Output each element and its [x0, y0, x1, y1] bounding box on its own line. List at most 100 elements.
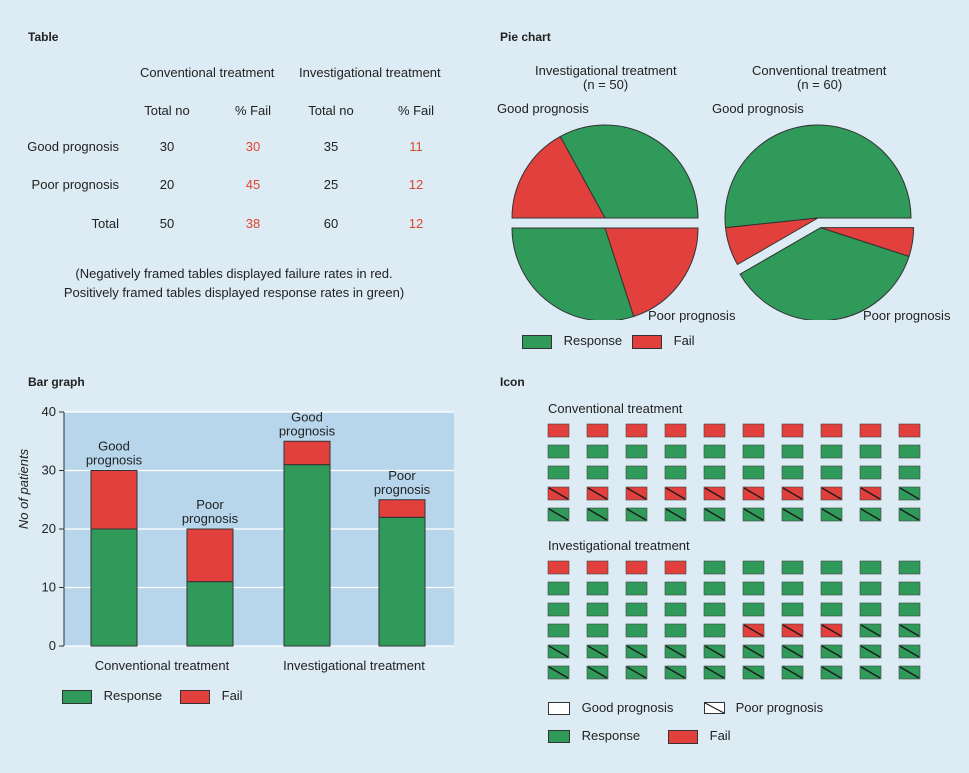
icon-cell: [703, 602, 726, 617]
bar-label: prognosis: [374, 482, 431, 497]
icon-cell: [781, 560, 804, 575]
table-cell-fail: 45: [245, 177, 261, 192]
icon-hatch: [626, 666, 647, 679]
icon-cell: [742, 465, 765, 480]
icon-cell: [742, 602, 765, 617]
bar-label: Good: [98, 439, 130, 454]
pie-right-title: Conventional treatment: [752, 63, 887, 78]
icon-cell: [898, 423, 921, 438]
table-cell-fail: 38: [245, 216, 261, 231]
icon-cell: [664, 444, 687, 459]
table-cell-fail: 12: [408, 216, 424, 231]
icon-cell: [547, 581, 570, 596]
icon-cell: [547, 560, 570, 575]
pie-slice: [724, 124, 912, 229]
icon-hatch: [587, 487, 608, 500]
icon-hatch: [899, 645, 920, 658]
bar-response: [90, 528, 138, 647]
icon-hatch: [860, 624, 881, 637]
icon-cell: [547, 465, 570, 480]
legend-swatch-good: [548, 702, 570, 716]
bar-response: [186, 581, 234, 647]
table-col-header: Total no: [308, 103, 354, 118]
pie-heading: Pie chart: [500, 30, 551, 44]
icon-cell: [781, 444, 804, 459]
table-row-label: Total: [91, 216, 119, 231]
y-tick-label: 0: [49, 638, 56, 653]
icon-cell: [547, 444, 570, 459]
table-col-header: Total no: [144, 103, 190, 118]
icon-cell: [859, 423, 882, 438]
legend-swatch-fail: [668, 729, 698, 744]
icon-cell: [781, 423, 804, 438]
icon-cell: [859, 560, 882, 575]
icon-cell: [742, 444, 765, 459]
table-cell: 35: [323, 139, 339, 154]
legend-label: Response: [103, 688, 163, 703]
icon-hatch: [743, 666, 764, 679]
icon-cell: [859, 602, 882, 617]
legend-label: Fail: [709, 728, 731, 743]
icon-legend-poor: Poor prognosis: [704, 700, 823, 715]
icon-hatch: [548, 487, 569, 500]
legend-swatch-poor: [704, 702, 725, 715]
pie-slice: [604, 227, 699, 318]
legend-label: Response: [581, 728, 641, 743]
icon-cell: [820, 423, 843, 438]
icon-cell: [898, 444, 921, 459]
legend-swatch-fail: [632, 334, 662, 349]
icon-cell: [898, 465, 921, 480]
icon-cell: [859, 444, 882, 459]
icon-cell: [664, 602, 687, 617]
icon-cell: [859, 465, 882, 480]
icon-cell: [625, 423, 648, 438]
table-cell: 60: [323, 216, 339, 231]
icon-cell: [742, 560, 765, 575]
legend-swatch-fail: [180, 689, 210, 704]
icon-cell: [820, 602, 843, 617]
icon-hatch: [665, 487, 686, 500]
table-col-header: % Fail: [234, 103, 272, 118]
y-axis-label: No of patients: [16, 448, 31, 529]
bar-label: prognosis: [182, 511, 239, 526]
x-group-label: Investigational treatment: [283, 658, 425, 673]
icon-inv-title: Investigational treatment: [548, 538, 690, 553]
icon-conv-title: Conventional treatment: [548, 401, 683, 416]
table-group-header-conventional: Conventional treatment: [140, 65, 275, 80]
icon-cell: [703, 581, 726, 596]
icon-hatch: [704, 645, 725, 658]
pie-left-good-label: Good prognosis: [497, 101, 589, 116]
icon-cell: [820, 444, 843, 459]
bar-response: [283, 464, 331, 647]
icon-cell: [664, 560, 687, 575]
icon-cell: [625, 465, 648, 480]
pie-slice: [559, 124, 699, 219]
icon-hatch: [704, 487, 725, 500]
icon-hatch: [704, 666, 725, 679]
icon-hatch: [587, 666, 608, 679]
icon-hatch: [821, 508, 842, 521]
icon-hatch: [782, 666, 803, 679]
table-heading: Table: [28, 30, 59, 44]
icon-cell: [781, 602, 804, 617]
icon-cell: [625, 623, 648, 638]
icon-cell: [859, 581, 882, 596]
icon-hatch: [860, 487, 881, 500]
legend-swatch-response: [522, 334, 552, 349]
legend-label: Fail: [221, 688, 243, 703]
pie-right-good-label: Good prognosis: [712, 101, 804, 116]
icon-hatch: [821, 645, 842, 658]
pie-legend-response: Response: [522, 333, 622, 349]
pie-chart-svg: [511, 124, 915, 320]
y-tick-label: 40: [42, 404, 56, 419]
bar-legend-response: Response: [62, 688, 162, 704]
icon-legend-fail: Fail: [668, 728, 731, 744]
legend-swatch-response: [62, 689, 92, 704]
icon-cell: [547, 423, 570, 438]
y-tick-label: 20: [42, 521, 56, 536]
bar-label: Poor: [388, 468, 416, 483]
icon-cell: [742, 423, 765, 438]
y-tick-label: 30: [42, 463, 56, 478]
pie-left-title: Investigational treatment: [535, 63, 677, 78]
pie-right-poor-label: Poor prognosis: [863, 308, 951, 323]
